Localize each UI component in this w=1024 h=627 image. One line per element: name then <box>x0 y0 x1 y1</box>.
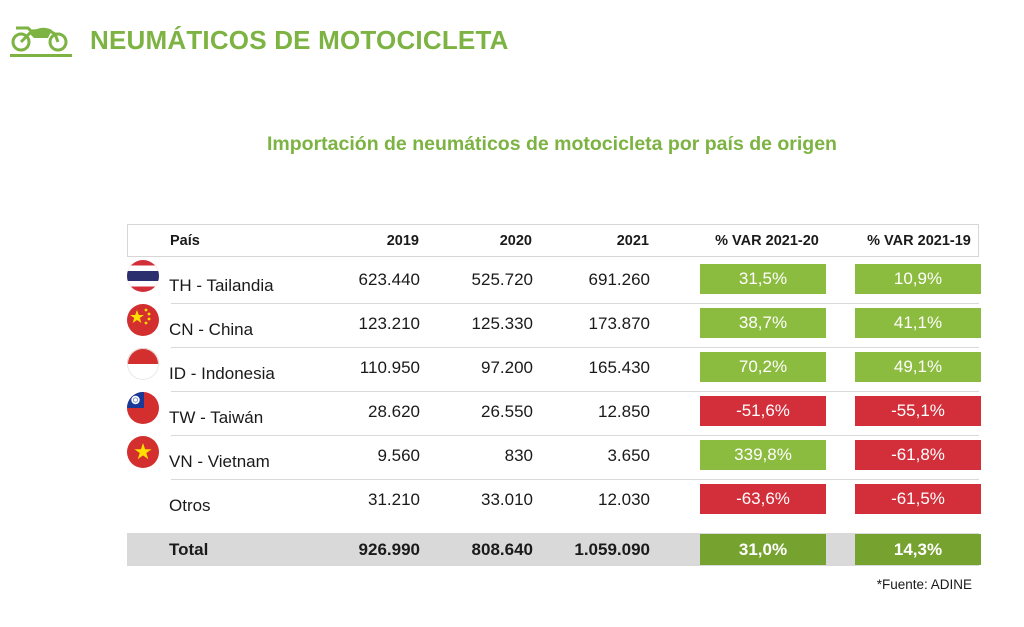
china-flag-icon <box>127 304 159 336</box>
country-name: ID - Indonesia <box>169 364 275 383</box>
row-divider <box>171 347 979 348</box>
table-row: TW - Taiwán 28.620 26.550 12.850 -51,6% … <box>127 392 981 436</box>
taiwan-flag-icon <box>127 392 159 424</box>
total-2021: 1.059.090 <box>574 540 650 559</box>
value-2019: 9.560 <box>377 446 420 465</box>
value-2020: 33.010 <box>481 490 533 509</box>
value-2021: 173.870 <box>588 314 650 333</box>
country-name: Otros <box>169 496 211 515</box>
table-subtitle: Importación de neumáticos de motocicleta… <box>267 133 837 155</box>
header-2019: 2019 <box>386 233 419 249</box>
value-2020: 125.330 <box>471 314 533 333</box>
value-2019: 623.440 <box>358 270 420 289</box>
header-country: País <box>170 233 200 249</box>
var-2021-20-badge: 38,7% <box>700 308 826 338</box>
table-row: CN - China 123.210 125.330 173.870 38,7%… <box>127 304 981 348</box>
row-divider <box>171 435 979 436</box>
motorcycle-icon <box>10 26 72 57</box>
table-row: VN - Vietnam 9.560 830 3.650 339,8% -61,… <box>127 436 981 480</box>
header-2020: 2020 <box>499 233 532 249</box>
var-2021-20-badge: -51,6% <box>700 396 826 426</box>
total-row: Total 926.990 808.640 1.059.090 31,0% 14… <box>127 533 981 566</box>
value-2021: 691.260 <box>588 270 650 289</box>
var-2021-20-badge: 31,5% <box>700 264 826 294</box>
value-2021: 12.030 <box>598 490 650 509</box>
var-2021-20-badge: 339,8% <box>700 440 826 470</box>
value-2021: 165.430 <box>588 358 650 377</box>
header-var-2021-19: % VAR 2021-19 <box>867 233 971 249</box>
value-2021: 3.650 <box>607 446 650 465</box>
country-name: TH - Tailandia <box>169 276 274 295</box>
header-var-2021-20: % VAR 2021-20 <box>715 233 819 249</box>
total-var-2021-19-badge: 14,3% <box>855 534 981 565</box>
var-2021-19-badge: -61,5% <box>855 484 981 514</box>
value-2020: 97.200 <box>481 358 533 377</box>
row-divider <box>171 479 979 480</box>
var-2021-19-badge: 41,1% <box>855 308 981 338</box>
country-name: VN - Vietnam <box>169 452 270 471</box>
table-header: País 2019 2020 2021 % VAR 2021-20 % VAR … <box>127 224 979 257</box>
page-title: NEUMÁTICOS DE MOTOCICLETA <box>90 24 509 55</box>
value-2020: 525.720 <box>471 270 533 289</box>
source-footnote: *Fuente: ADINE <box>876 577 972 592</box>
total-label: Total <box>169 540 209 559</box>
value-2020: 26.550 <box>481 402 533 421</box>
table-row: ID - Indonesia 110.950 97.200 165.430 70… <box>127 348 981 392</box>
value-2019: 110.950 <box>359 358 420 377</box>
var-2021-19-badge: 49,1% <box>855 352 981 382</box>
row-divider <box>171 303 979 304</box>
value-2019: 31.210 <box>368 490 420 509</box>
value-2019: 123.210 <box>358 314 420 333</box>
value-2020: 830 <box>504 446 533 465</box>
total-var-2021-20-badge: 31,0% <box>700 534 826 565</box>
table-row: TH - Tailandia 623.440 525.720 691.260 3… <box>127 260 981 304</box>
total-2020: 808.640 <box>471 540 533 559</box>
total-2019: 926.990 <box>358 540 420 559</box>
value-2021: 12.850 <box>598 402 650 421</box>
var-2021-19-badge: -61,8% <box>855 440 981 470</box>
header-2021: 2021 <box>616 233 649 249</box>
table-row: Otros 31.210 33.010 12.030 -63,6% -61,5% <box>127 480 981 524</box>
value-2019: 28.620 <box>368 402 420 421</box>
var-2021-20-badge: -63,6% <box>700 484 826 514</box>
var-2021-19-badge: -55,1% <box>855 396 981 426</box>
country-name: TW - Taiwán <box>169 408 264 427</box>
country-name: CN - China <box>169 320 254 339</box>
imports-table: País 2019 2020 2021 % VAR 2021-20 % VAR … <box>127 224 981 566</box>
row-divider <box>171 391 979 392</box>
thailand-flag-icon <box>127 260 159 292</box>
indonesia-flag-icon <box>127 348 159 380</box>
var-2021-19-badge: 10,9% <box>855 264 981 294</box>
page-header: NEUMÁTICOS DE MOTOCICLETA <box>8 22 509 58</box>
var-2021-20-badge: 70,2% <box>700 352 826 382</box>
vietnam-flag-icon <box>127 436 159 468</box>
